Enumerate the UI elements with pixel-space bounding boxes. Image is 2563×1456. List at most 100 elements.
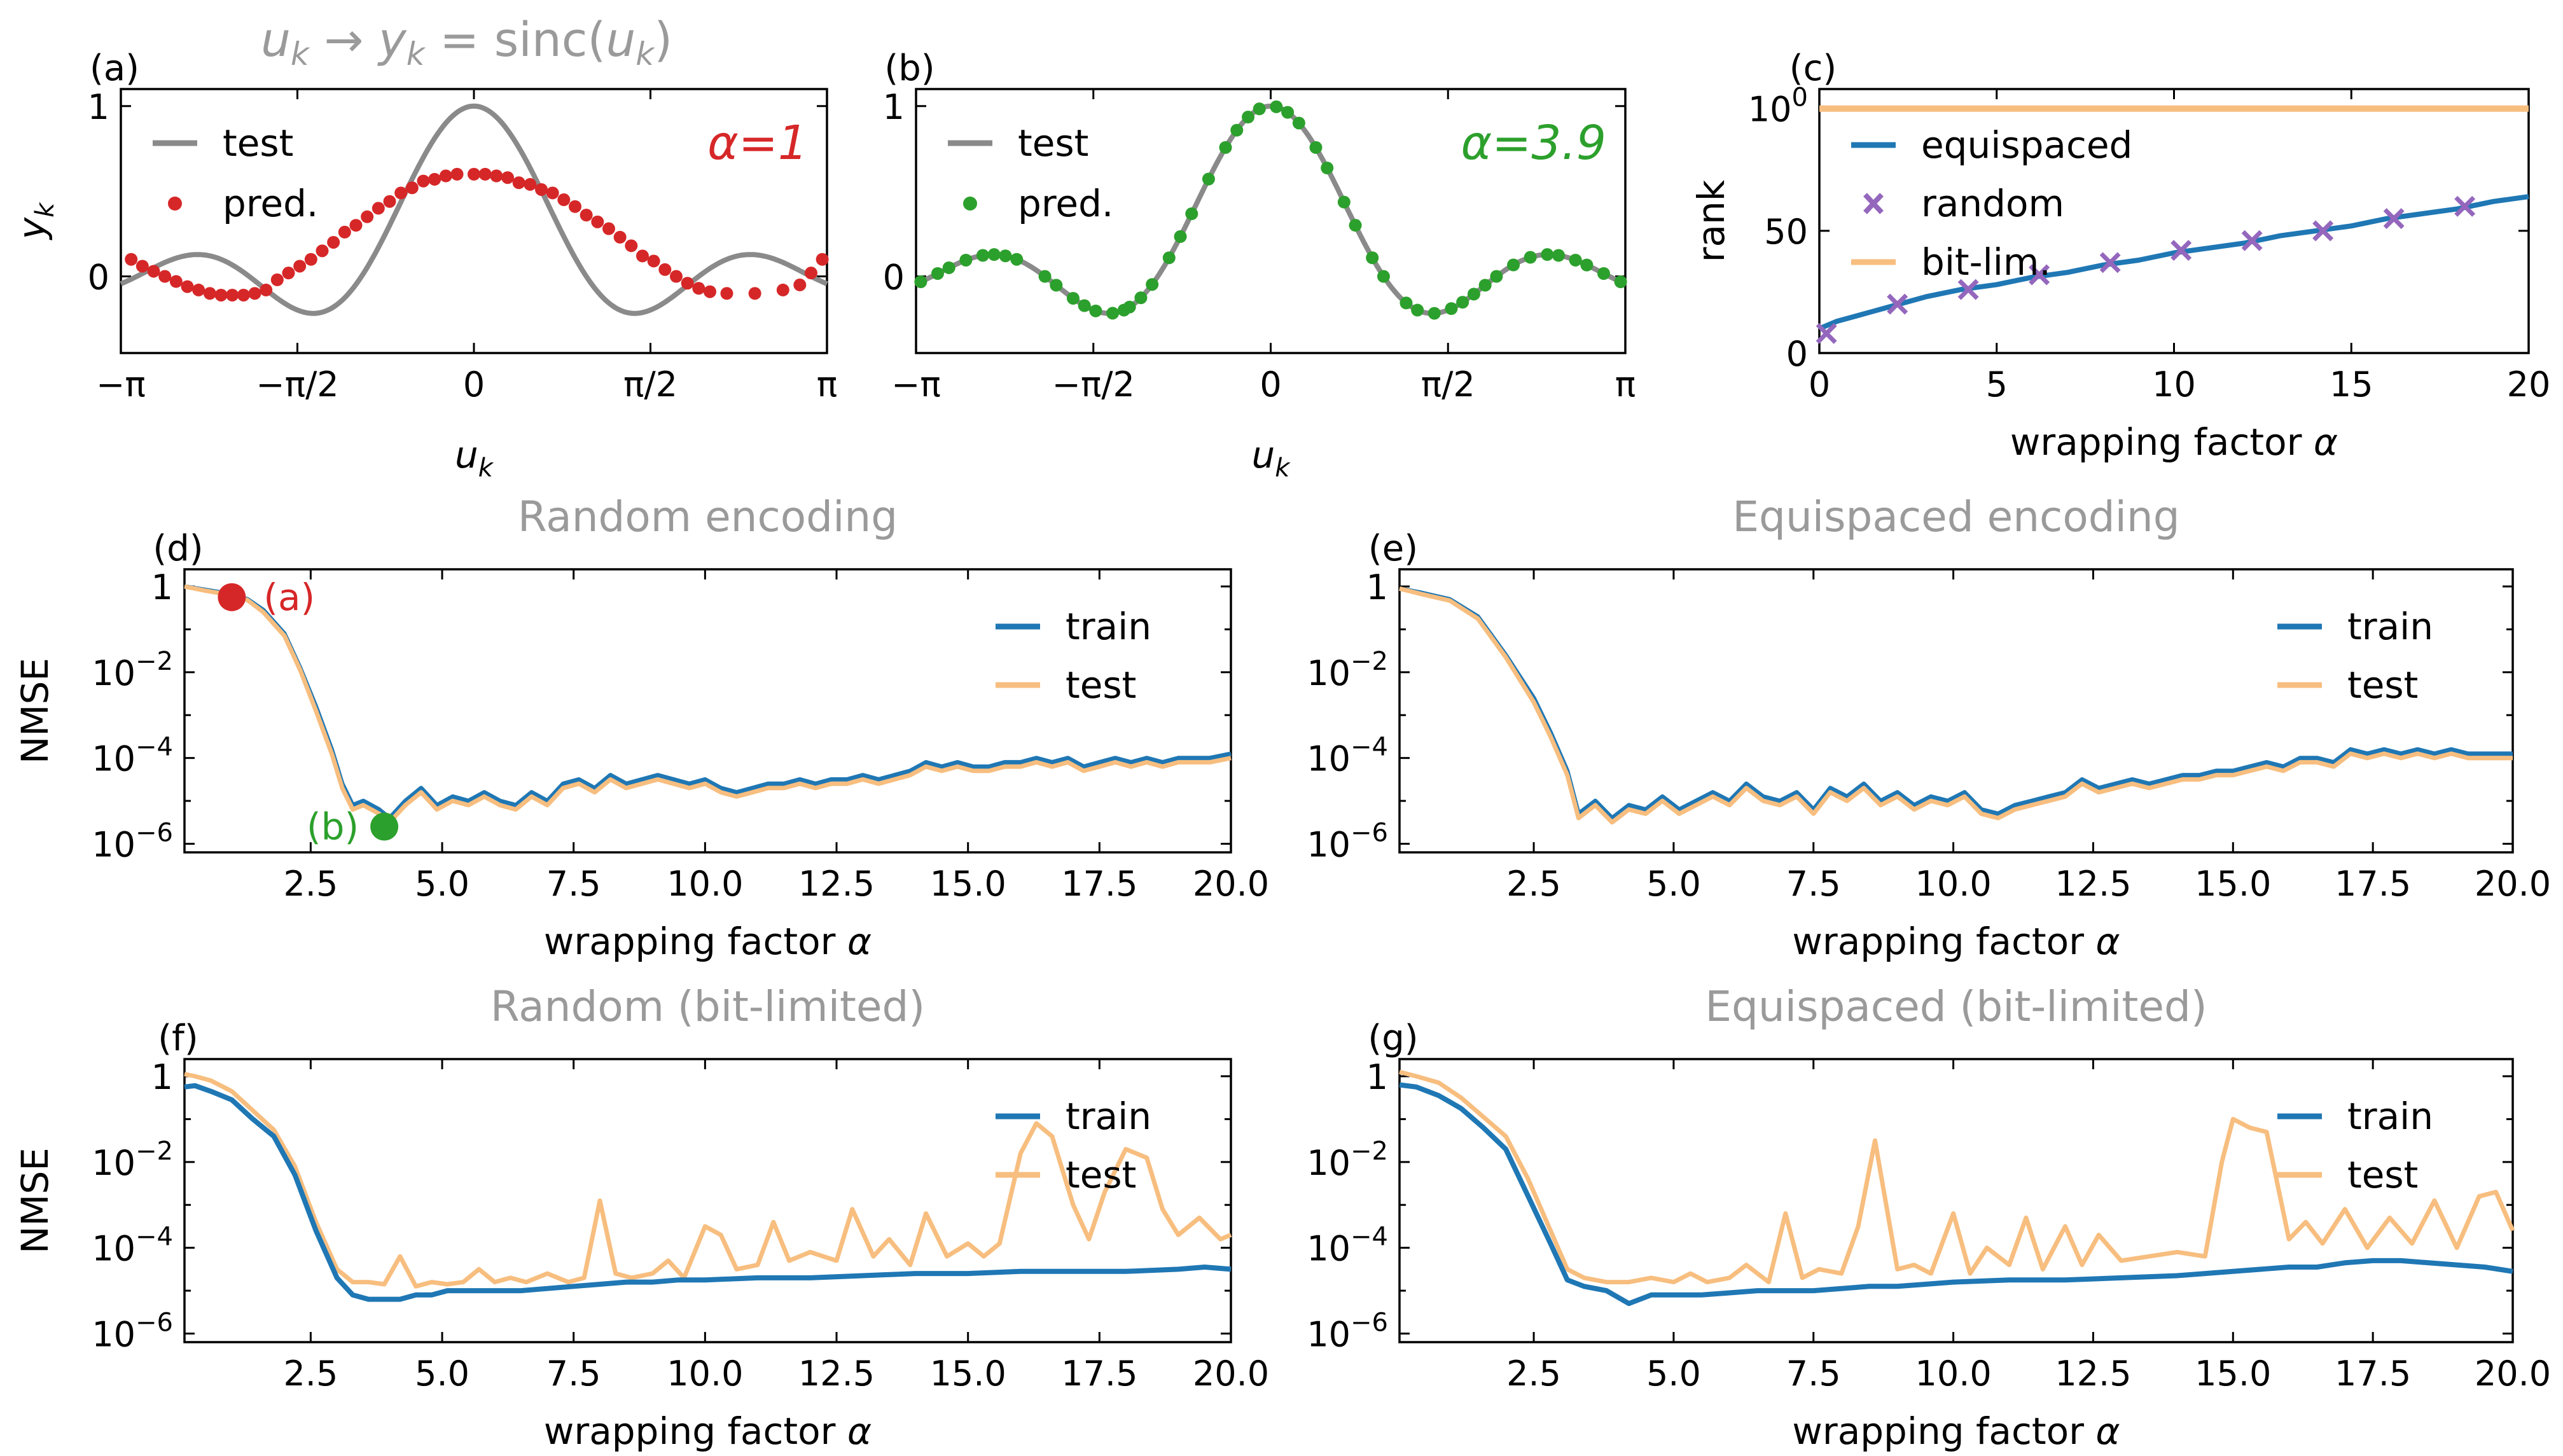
data-point-pred xyxy=(158,270,172,283)
x-tick-label: 0 xyxy=(1260,364,1281,405)
x-tick-label: 5.0 xyxy=(1646,1354,1701,1394)
data-point-pred xyxy=(1219,141,1232,154)
data-point-random xyxy=(2099,252,2121,274)
data-point-random xyxy=(2241,230,2263,251)
x-tick-label: 5.0 xyxy=(1646,864,1701,904)
data-point-pred xyxy=(1541,248,1554,261)
x-tick-label: 20.0 xyxy=(2475,864,2551,904)
panel-label: (g) xyxy=(1368,1018,1418,1059)
data-point-pred xyxy=(1270,100,1283,113)
y-tick-label: 10−4 xyxy=(92,733,173,779)
y-tick-label: 10−2 xyxy=(1307,647,1388,693)
data-point-pred xyxy=(260,283,273,296)
x-tick-label: 12.5 xyxy=(798,864,875,904)
data-point-pred xyxy=(534,183,548,196)
data-point-pred xyxy=(450,167,464,181)
data-point-pred xyxy=(1524,251,1537,264)
x-tick-label: −π xyxy=(891,364,941,405)
data-point-pred xyxy=(125,253,138,266)
x-tick-label: 20.0 xyxy=(1193,864,1269,904)
axes-d: 2.5 5.0 7.5 10.0 12.5 15.0 17.5 20.0 1 10−2 10−4 10… xyxy=(13,492,1269,963)
series-train xyxy=(184,1083,1232,1302)
data-point-pred xyxy=(546,186,559,200)
data-point-pred xyxy=(1467,288,1480,301)
data-point-pred xyxy=(1174,230,1187,243)
x-tick-label: −π/2 xyxy=(1052,364,1135,405)
data-point-pred xyxy=(383,195,396,208)
y-tick-label: 1 xyxy=(151,567,173,607)
y-tick-label: 50 xyxy=(1764,212,1808,252)
plot-frame xyxy=(120,88,828,354)
series-train xyxy=(184,584,1232,821)
data-point-pred xyxy=(1038,270,1052,283)
y-tick-label: 10−6 xyxy=(1307,819,1388,865)
data-point-pred xyxy=(931,267,945,280)
x-tick-label: 5.0 xyxy=(415,1354,469,1394)
x-tick-label: 10 xyxy=(2152,364,2196,405)
panel-label: (e) xyxy=(1368,528,1418,569)
series-train xyxy=(1399,1082,2513,1307)
legend-label-train: train xyxy=(2347,605,2433,648)
legend-label-train: train xyxy=(1066,1095,1151,1138)
legend-label-test: test xyxy=(1018,121,1088,165)
data-point-pred xyxy=(512,176,525,190)
data-point-random xyxy=(2171,240,2192,261)
annotation-label: (b) xyxy=(307,805,359,849)
y-tick-label: 10−6 xyxy=(1307,1308,1388,1355)
data-point-pred xyxy=(1066,291,1080,305)
data-point-pred xyxy=(1445,302,1458,315)
legend-label-bit-lim: bit-lim. xyxy=(1921,240,2051,284)
data-point-pred xyxy=(327,235,340,249)
axes-f: 2.5 5.0 7.5 10.0 12.5 15.0 17.5 20.0 1 10−2 10−4 10… xyxy=(13,982,1269,1453)
data-point-pred xyxy=(987,248,1001,261)
data-point-pred xyxy=(1321,162,1334,175)
plot-frame xyxy=(915,88,1627,354)
plot-frame xyxy=(183,568,1232,854)
y-tick-label: 100 xyxy=(1748,83,1808,130)
data-point-pred xyxy=(1242,111,1255,124)
panel-label: (b) xyxy=(884,48,934,89)
panel-label: (c) xyxy=(1789,48,1837,89)
legend-label-test: test xyxy=(1066,1153,1136,1196)
legend-label-train: train xyxy=(2347,1095,2433,1138)
x-tick-label: 10.0 xyxy=(667,864,743,904)
data-point-pred xyxy=(625,239,638,253)
data-point-pred xyxy=(658,263,672,276)
axis-label: wrapping factor α xyxy=(1792,920,2120,963)
legend-swatch-pred xyxy=(963,197,977,211)
data-point-pred xyxy=(372,202,385,215)
legend-label-pred: pred. xyxy=(223,182,318,225)
plot-frame xyxy=(183,1058,1232,1343)
data-point-pred xyxy=(478,167,492,181)
data-point-pred xyxy=(1230,123,1244,137)
data-point-pred xyxy=(135,260,149,273)
x-tick-label: 5 xyxy=(1986,364,2008,405)
data-point-pred xyxy=(270,273,284,286)
y-tick-label: 10−2 xyxy=(92,647,173,693)
data-point-pred xyxy=(468,167,480,181)
x-tick-label: −π xyxy=(96,364,146,405)
axes-g: 2.5 5.0 7.5 10.0 12.5 15.0 17.5 20.0 1 10−2 10−4 10… xyxy=(1307,982,2551,1453)
alpha-annotation: α=3.9 xyxy=(1461,116,1606,170)
y-tick-label: 10−4 xyxy=(1307,1223,1388,1269)
y-tick-label: 1 xyxy=(151,1057,173,1097)
series-test xyxy=(1399,586,2513,825)
x-tick-label: 17.5 xyxy=(2335,1354,2411,1394)
data-point-pred xyxy=(591,215,604,228)
plot-frame xyxy=(1398,568,2514,854)
axis-label: wrapping factor α xyxy=(544,1410,872,1453)
y-tick-label: 10−4 xyxy=(1307,733,1388,779)
data-point-pred xyxy=(1089,304,1102,317)
axis-label: uk xyxy=(1252,433,1291,483)
legend-label-test: test xyxy=(1066,663,1136,707)
x-tick-label: 10.0 xyxy=(1915,864,1991,904)
data-point-pred xyxy=(237,288,250,302)
data-point-pred xyxy=(405,181,419,195)
data-point-pred xyxy=(1614,275,1627,289)
data-point-random xyxy=(2383,208,2405,230)
series-test xyxy=(184,1072,1232,1289)
y-tick-label: 1 xyxy=(1366,1057,1388,1097)
x-tick-label: π/2 xyxy=(1421,364,1475,405)
y-tick-label: 10−6 xyxy=(92,1308,173,1355)
annotation-marker xyxy=(218,583,246,611)
